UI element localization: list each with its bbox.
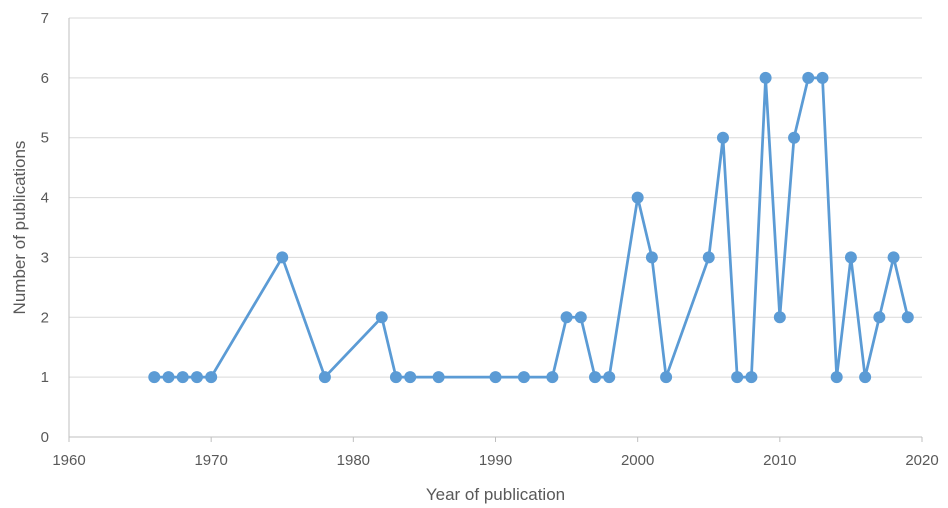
data-point [177,371,189,383]
data-point [205,371,217,383]
data-point [760,72,772,84]
y-axis-title: Number of publications [10,141,29,315]
y-tick-label: 4 [41,190,49,207]
data-point [490,371,502,383]
data-point [518,371,530,383]
data-point [603,371,615,383]
data-point [163,371,175,383]
x-axis-ticks: 1960 1970 1980 1990 2000 2010 2020 [52,437,938,469]
data-point [859,371,871,383]
data-point [745,371,757,383]
data-point [404,371,416,383]
x-tick-label: 2010 [763,452,796,469]
data-point [276,251,288,263]
x-tick-label: 1970 [194,452,227,469]
data-point [888,251,900,263]
data-point [717,132,729,144]
y-axis-ticks: 0 1 2 3 4 5 6 7 [41,10,49,446]
gridlines [69,18,922,377]
data-point [319,371,331,383]
data-point [731,371,743,383]
data-point [589,371,601,383]
data-point [831,371,843,383]
data-point [376,311,388,323]
series-group [148,72,913,383]
y-tick-label: 3 [41,249,49,266]
x-axis-title: Year of publication [426,485,565,504]
x-tick-label: 1990 [479,452,512,469]
data-point [632,192,644,204]
y-tick-label: 6 [41,70,49,87]
data-point [191,371,203,383]
y-tick-label: 2 [41,309,49,326]
data-point [816,72,828,84]
data-point [802,72,814,84]
x-tick-label: 1980 [337,452,370,469]
data-point [774,311,786,323]
data-point [546,371,558,383]
data-point [703,251,715,263]
data-point [646,251,658,263]
data-point [561,311,573,323]
x-tick-label: 2000 [621,452,654,469]
y-tick-label: 1 [41,369,49,386]
y-tick-label: 5 [41,130,49,147]
y-tick-label: 0 [41,429,49,446]
series-line [154,78,908,377]
data-point [390,371,402,383]
data-point [845,251,857,263]
data-point [788,132,800,144]
x-tick-label: 1960 [52,452,85,469]
x-tick-label: 2020 [905,452,938,469]
data-point [575,311,587,323]
data-point [148,371,160,383]
data-point [873,311,885,323]
data-point [433,371,445,383]
y-tick-label: 7 [41,10,49,27]
data-point [660,371,672,383]
data-point [902,311,914,323]
